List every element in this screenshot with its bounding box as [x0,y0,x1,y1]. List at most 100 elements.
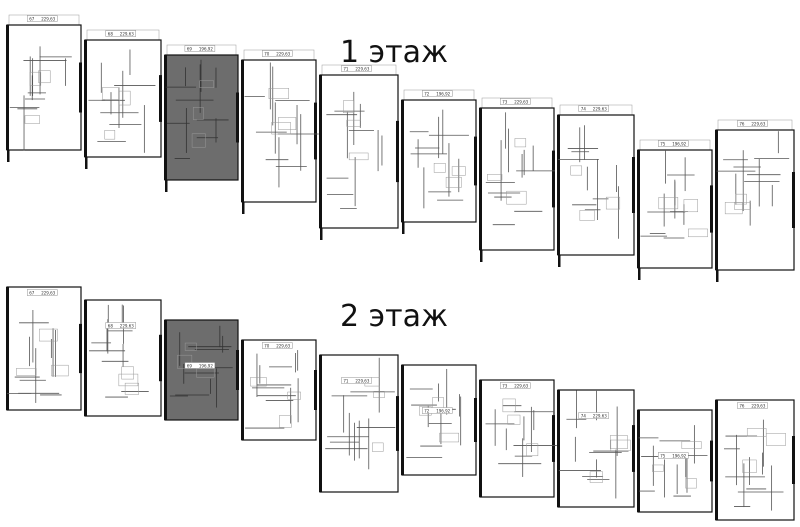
floor-title: 1 этаж [340,35,448,70]
wall [164,320,167,420]
wall [557,115,560,255]
label-box [184,45,216,52]
wall [314,370,317,410]
unit-area: 196,92 [199,47,213,52]
label-box [500,98,531,105]
wall [396,120,399,183]
furniture [343,100,355,113]
unit: 70 229,63 [241,339,317,441]
unit-area: 229,63 [751,404,765,409]
furniture [278,117,297,130]
pier [320,228,323,240]
unit-area: 196,92 [436,409,450,414]
wall [479,380,482,497]
pier [558,255,561,267]
furniture [506,190,527,205]
unit: 73 229,63 [479,379,557,498]
furniture [184,342,197,351]
unit-number: 72 [424,92,430,97]
label-box [737,402,768,409]
pier [165,180,168,192]
unit: 74 229,63 [557,104,635,267]
wall [79,62,82,113]
furniture [250,377,267,387]
unit-outline [479,379,555,498]
furniture [38,70,51,84]
furniture [39,328,58,342]
unit-outline [715,129,795,271]
unit: 67 229,63 [6,14,82,162]
furniture [119,90,131,106]
furniture [279,415,292,428]
unit: 70 229,63 [241,49,319,214]
furniture [199,80,214,88]
unit-number: 76 [739,404,745,409]
wall [6,25,9,150]
unit-number: 70 [264,52,270,57]
wall [159,75,162,122]
furniture [685,478,697,489]
wall [710,185,713,233]
unit: 69 196,92 [164,44,239,192]
furniture [746,428,767,437]
wall [632,425,635,472]
wall [479,108,482,250]
unit: 76 229,63 [715,119,795,282]
furniture [451,166,466,176]
label-box [105,30,137,37]
unit-number: 67 [29,291,35,296]
wall [552,150,555,208]
furniture [658,197,679,210]
unit-outline [164,54,239,181]
furniture [570,165,583,176]
unit: 73 229,63 [479,97,556,262]
unit: 72 196,92 [401,364,477,476]
label-box [105,322,137,329]
label-box [422,407,453,414]
pier [85,157,88,169]
furniture [589,471,603,483]
furniture [433,163,446,173]
unit-outline [241,339,317,441]
label-box [422,90,453,97]
unit-area: 229,63 [355,67,369,72]
furniture [688,228,708,238]
unit-area: 229,63 [41,17,55,22]
label-box [341,65,372,72]
wall [6,287,9,410]
label-box [737,120,768,127]
wall [557,390,560,507]
unit-number: 73 [502,100,508,105]
wall [79,323,82,374]
unit-area: 229,63 [514,100,528,105]
unit-number: 71 [343,379,349,384]
furniture [681,441,702,449]
unit-number: 71 [343,67,349,72]
unit-outline [6,24,82,151]
unit-area: 229,63 [355,379,369,384]
furniture [610,439,631,451]
furniture [735,193,747,205]
wall [710,440,713,482]
unit-area: 229,63 [276,52,290,57]
wall [715,400,718,520]
unit-outline [319,74,399,229]
unit-outline [6,286,82,411]
furniture [487,174,503,181]
wall [319,75,322,228]
wall [401,100,404,222]
unit-area: 229,63 [41,291,55,296]
furniture [16,368,37,376]
label-box [658,140,689,147]
wall [401,365,404,475]
furniture [507,414,521,425]
wall [637,410,640,512]
unit-number: 72 [424,409,430,414]
label-box [578,105,609,112]
furniture [652,464,664,472]
furniture [348,152,369,161]
unit: 68 229,63 [84,299,162,417]
wall [241,340,244,440]
wall [84,300,87,416]
